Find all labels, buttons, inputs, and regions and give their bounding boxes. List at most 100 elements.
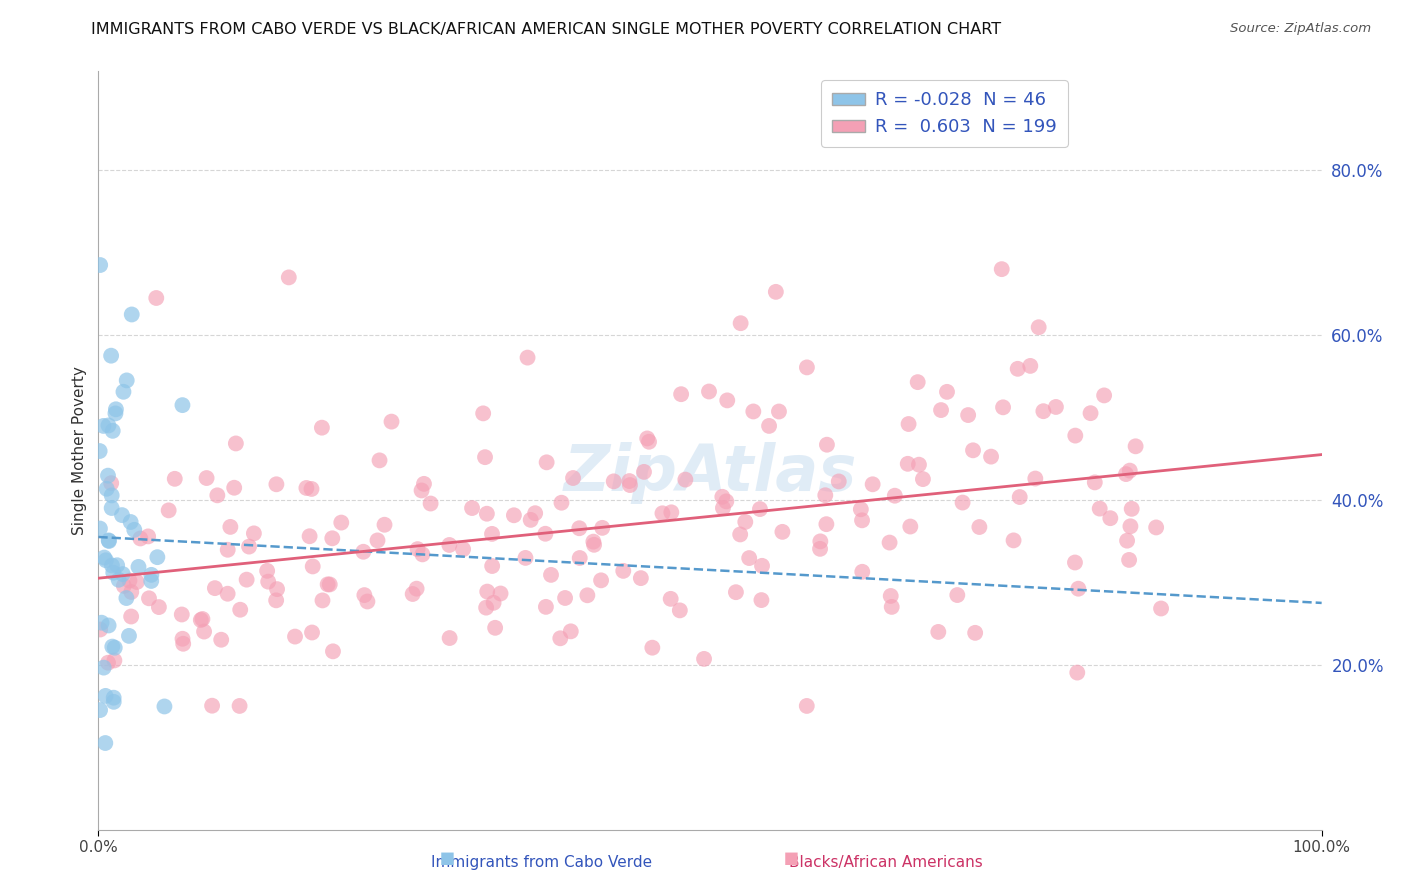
Point xyxy=(738,551,761,566)
Point xyxy=(946,588,969,602)
Point xyxy=(560,624,582,639)
Point xyxy=(115,373,138,387)
Point xyxy=(693,652,716,666)
Point xyxy=(796,698,818,713)
Point xyxy=(728,527,751,541)
Point xyxy=(97,618,120,632)
Point xyxy=(1007,361,1029,376)
Point xyxy=(749,502,772,516)
Point xyxy=(190,613,212,627)
Point xyxy=(316,577,339,591)
Point xyxy=(897,457,920,471)
Point xyxy=(862,477,884,491)
Text: ZipAtlas: ZipAtlas xyxy=(564,442,856,504)
Point xyxy=(630,571,652,585)
Point xyxy=(266,582,288,596)
Point xyxy=(489,586,512,600)
Point xyxy=(97,656,120,670)
Point xyxy=(475,507,498,521)
Point xyxy=(148,600,170,615)
Point xyxy=(603,475,626,489)
Point xyxy=(911,472,934,486)
Point xyxy=(111,567,134,582)
Point xyxy=(619,474,641,488)
Point xyxy=(97,418,120,433)
Point xyxy=(1080,406,1102,420)
Point xyxy=(515,550,537,565)
Point xyxy=(153,699,176,714)
Point xyxy=(191,612,214,626)
Point xyxy=(118,574,141,588)
Point xyxy=(768,404,790,418)
Point xyxy=(264,593,287,607)
Point xyxy=(284,630,307,644)
Point xyxy=(897,417,920,431)
Point xyxy=(122,523,145,537)
Point xyxy=(659,505,682,519)
Point xyxy=(484,621,506,635)
Point xyxy=(550,632,572,646)
Point xyxy=(94,736,117,750)
Point xyxy=(356,594,378,608)
Point xyxy=(1119,464,1142,478)
Point xyxy=(224,481,246,495)
Point xyxy=(238,540,260,554)
Point xyxy=(89,623,111,637)
Point xyxy=(641,640,664,655)
Point xyxy=(851,565,873,579)
Point xyxy=(138,591,160,606)
Point xyxy=(311,593,333,607)
Point xyxy=(568,551,591,566)
Point xyxy=(536,455,558,469)
Point xyxy=(405,582,427,596)
Point xyxy=(554,591,576,605)
Point xyxy=(353,588,375,602)
Point xyxy=(121,308,143,322)
Point xyxy=(103,653,125,667)
Point xyxy=(301,625,323,640)
Point xyxy=(1045,400,1067,414)
Point xyxy=(851,513,873,527)
Point xyxy=(1088,501,1111,516)
Point xyxy=(193,624,215,639)
Point xyxy=(1118,553,1140,567)
Point xyxy=(103,566,125,580)
Point xyxy=(562,471,585,485)
Point xyxy=(439,538,461,552)
Point xyxy=(765,285,787,299)
Point xyxy=(730,316,752,330)
Point xyxy=(1084,475,1107,490)
Point xyxy=(136,529,159,543)
Point xyxy=(301,559,323,574)
Point xyxy=(89,522,111,536)
Point xyxy=(898,519,921,533)
Point xyxy=(751,593,773,607)
Point xyxy=(419,496,441,510)
Point xyxy=(1099,511,1122,525)
Point xyxy=(402,587,425,601)
Point xyxy=(118,629,141,643)
Point xyxy=(89,258,111,272)
Point xyxy=(1150,601,1173,615)
Point xyxy=(170,607,193,622)
Point xyxy=(636,432,658,446)
Point xyxy=(980,450,1002,464)
Point xyxy=(633,465,655,479)
Point xyxy=(1019,359,1042,373)
Point xyxy=(209,632,232,647)
Point xyxy=(734,515,756,529)
Point xyxy=(266,477,288,491)
Point xyxy=(295,481,318,495)
Point xyxy=(163,472,186,486)
Point xyxy=(482,596,505,610)
Point xyxy=(883,489,905,503)
Point xyxy=(319,577,342,591)
Point xyxy=(1125,439,1147,453)
Point xyxy=(256,564,278,578)
Point xyxy=(927,624,949,639)
Point xyxy=(697,384,720,399)
Point xyxy=(125,574,148,589)
Point xyxy=(969,520,991,534)
Legend: R = -0.028  N = 46, R =  0.603  N = 199: R = -0.028 N = 46, R = 0.603 N = 199 xyxy=(821,80,1069,147)
Point xyxy=(228,698,250,713)
